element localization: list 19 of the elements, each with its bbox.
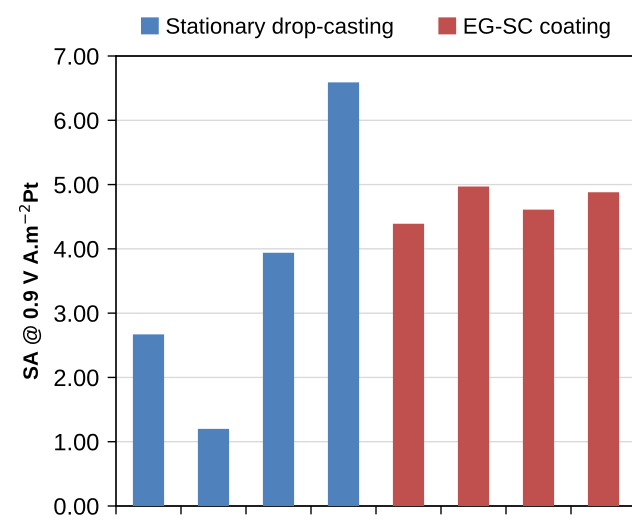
bar [458, 186, 490, 506]
bar [392, 224, 424, 506]
legend-label: Stationary drop-casting [166, 18, 393, 38]
y-tick-label: 5.00 [54, 176, 98, 194]
bar [328, 82, 360, 506]
y-axis-title: SA @ 0.9 V A.m$^{−2}$Pt [18, 182, 42, 380]
bar [522, 210, 554, 506]
y-tick-label: 6.00 [54, 112, 98, 130]
bar [262, 252, 294, 506]
y-tick-label: 1.00 [55, 434, 98, 450]
y-tick-label: 7.00 [54, 48, 98, 65]
y-tick-label: 3.00 [54, 305, 98, 322]
legend-label: EG-SC coating [464, 18, 610, 38]
y-tick-label: 2.00 [54, 369, 98, 386]
y-tick-label: 0.00 [54, 498, 98, 515]
y-tick-label: 4.00 [54, 240, 98, 258]
bar [132, 334, 164, 506]
bar [588, 192, 620, 506]
bar [198, 428, 230, 506]
